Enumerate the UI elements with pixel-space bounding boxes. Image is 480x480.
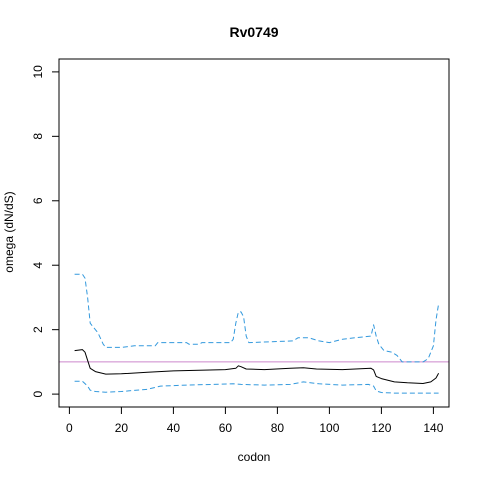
x-tick-label: 20: [115, 421, 129, 435]
y-tick-label: 10: [31, 65, 45, 79]
x-tick-label: 0: [66, 421, 73, 435]
y-axis: 0 2 4 6 8 10: [31, 65, 60, 397]
plot-frame: [58, 58, 450, 408]
y-tick-label: 8: [31, 133, 45, 140]
y-tick-label: 6: [31, 197, 45, 204]
x-axis-label: codon: [238, 450, 271, 464]
x-tick-label: 120: [371, 421, 391, 435]
x-tick-label: 100: [319, 421, 339, 435]
y-tick-label: 2: [31, 326, 45, 333]
x-tick-label: 60: [219, 421, 233, 435]
x-tick-label: 80: [271, 421, 285, 435]
x-axis: 0 20 40 60 80 100 120 140: [66, 406, 444, 435]
x-tick-label: 40: [167, 421, 181, 435]
series-line-lower: [74, 380, 439, 394]
y-tick-label: 0: [31, 390, 45, 397]
y-tick-label: 4: [31, 262, 45, 269]
plot-content: [59, 273, 449, 394]
chart-title: Rv0749: [229, 24, 278, 40]
y-axis-label: omega (dN/dS): [2, 191, 16, 272]
series-line-upper: [74, 273, 440, 363]
x-tick-label: 140: [423, 421, 443, 435]
series-line-estimate: [74, 349, 440, 384]
